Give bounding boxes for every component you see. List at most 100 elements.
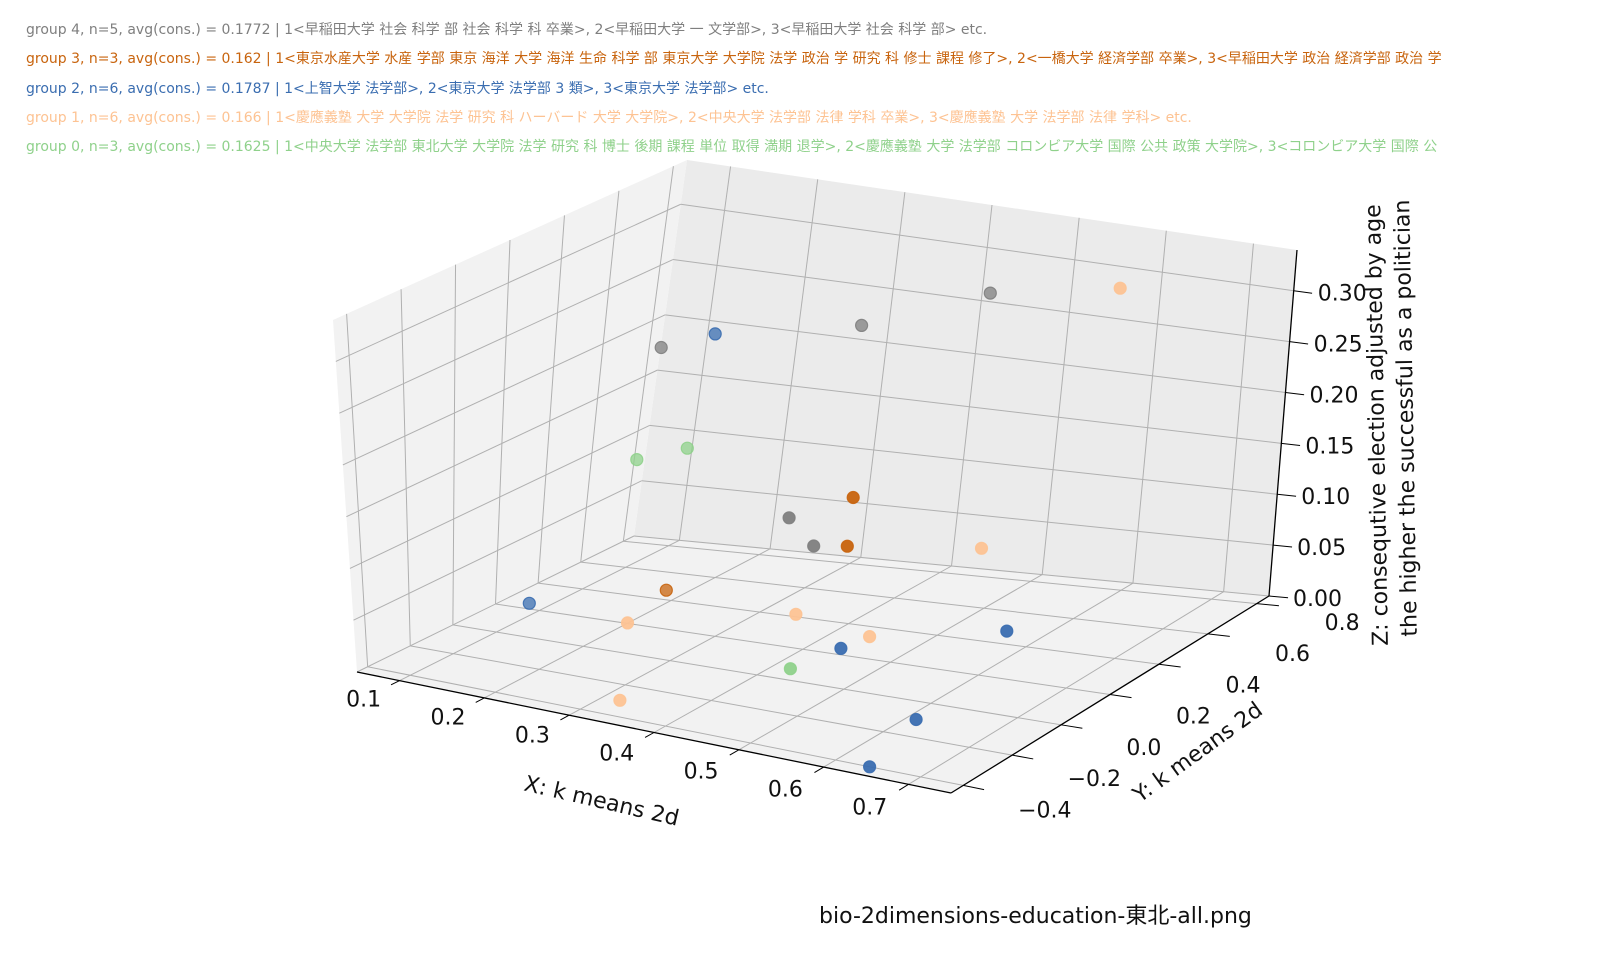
data-point-group-2 bbox=[834, 641, 848, 656]
x-grid-back bbox=[1223, 243, 1254, 592]
z-grid-side bbox=[339, 259, 674, 414]
z-axis-label-line-2: the higher the successful as a politicia… bbox=[1390, 199, 1423, 636]
x-grid-back bbox=[1132, 230, 1167, 584]
x-tick-label: 0.4 bbox=[599, 742, 634, 767]
x-tick bbox=[644, 732, 655, 738]
back-pane bbox=[634, 160, 1297, 596]
z-grid-back bbox=[641, 480, 1274, 546]
data-point-group-1 bbox=[620, 616, 635, 630]
y-grid-side bbox=[495, 239, 511, 605]
data-point-group-0 bbox=[783, 662, 798, 676]
x-grid-back bbox=[860, 192, 906, 558]
z-tick-label: 0.00 bbox=[1293, 587, 1342, 612]
x-grid-back bbox=[951, 204, 993, 567]
z-axis-line bbox=[1268, 249, 1298, 597]
tick-labels: 0.1 0.2 0.3 0.4 0.5 0.6 0.7 −0.4 −0.20.0 0.2 0.4 0.… bbox=[346, 282, 1367, 824]
data-point-group-4 bbox=[854, 318, 869, 332]
z-tick-label: 0.10 bbox=[1301, 485, 1350, 510]
y-tick bbox=[1256, 603, 1279, 607]
data-point-group-3 bbox=[840, 539, 854, 553]
data-point-group-4 bbox=[807, 539, 821, 553]
z-tick bbox=[1281, 442, 1301, 447]
y-tick-label: 0.6 bbox=[1275, 642, 1310, 667]
y-tick-label: −0.2 bbox=[1068, 767, 1121, 792]
z-grid-side bbox=[342, 314, 666, 466]
data-point-group-0 bbox=[680, 441, 694, 455]
y-tick bbox=[1158, 663, 1181, 668]
z-tick-label: 0.25 bbox=[1314, 333, 1363, 358]
x-tick-label: 0.5 bbox=[684, 760, 719, 785]
side-pane bbox=[333, 160, 687, 672]
z-tick bbox=[1273, 544, 1293, 548]
y-grid-floor bbox=[538, 582, 1159, 665]
legend-group-0: group 0, n=3, avg(cons.) = 0.1625 | 1<中央… bbox=[26, 139, 1438, 156]
y-tick bbox=[1060, 724, 1083, 729]
axis-panes bbox=[333, 160, 1297, 793]
z-tick bbox=[1289, 341, 1309, 345]
x-tick bbox=[390, 680, 400, 686]
z-grid-side bbox=[346, 369, 658, 518]
y-tick bbox=[1109, 694, 1132, 699]
z-grid-back bbox=[672, 259, 1290, 343]
data-point-group-4 bbox=[983, 286, 997, 300]
z-grid-back bbox=[649, 424, 1278, 495]
z-tick bbox=[1277, 493, 1297, 497]
z-axis-label-line-1: Z: consequtive election adjusted by age bbox=[1361, 204, 1394, 646]
y-grid-side bbox=[452, 264, 457, 625]
z-tick bbox=[1293, 290, 1313, 294]
y-grid-side bbox=[400, 289, 411, 646]
y-tick-label: 0.2 bbox=[1176, 705, 1211, 730]
y-tick bbox=[963, 784, 985, 791]
y-grid-side bbox=[346, 313, 369, 667]
x-tick bbox=[898, 783, 909, 791]
x-tick bbox=[814, 766, 824, 774]
data-point-group-3 bbox=[846, 490, 860, 505]
data-point-group-2 bbox=[909, 712, 923, 727]
data-point-group-1 bbox=[1113, 281, 1127, 295]
data-points bbox=[522, 281, 1127, 774]
data-point-group-1 bbox=[789, 607, 803, 621]
y-grid-floor bbox=[580, 561, 1208, 635]
x-grid-back bbox=[1041, 217, 1080, 575]
x-grid-back bbox=[678, 166, 732, 541]
floor-pane bbox=[357, 536, 1269, 793]
z-tick-label: 0.30 bbox=[1318, 282, 1367, 307]
y-tick-label: 0.8 bbox=[1325, 611, 1360, 636]
z-grid-side bbox=[349, 424, 650, 569]
z-grid-back bbox=[680, 203, 1294, 292]
x-tick bbox=[729, 749, 740, 756]
x-tick bbox=[560, 714, 570, 721]
y-tick-label: 0.4 bbox=[1226, 673, 1261, 698]
legend-group-2: group 2, n=6, avg(cons.) = 0.1787 | 1<上智… bbox=[26, 80, 769, 97]
z-grid-back bbox=[657, 369, 1282, 444]
x-grid-back bbox=[769, 179, 819, 549]
x-tick-label: 0.3 bbox=[515, 724, 550, 749]
y-grid-side bbox=[622, 166, 674, 542]
legend-group-3: group 3, n=3, avg(cons.) = 0.162 | 1<東京水… bbox=[26, 51, 1442, 68]
data-point-group-2 bbox=[862, 760, 877, 774]
x-tick-label: 0.2 bbox=[430, 706, 465, 731]
y-grid-floor bbox=[452, 624, 1062, 726]
z-tick-label: 0.20 bbox=[1309, 383, 1358, 408]
data-point-group-2 bbox=[1000, 624, 1014, 638]
filename-caption: bio-2dimensions-education-東北-all.png bbox=[819, 904, 1252, 929]
data-point-group-2 bbox=[522, 596, 536, 610]
x-tick-label: 0.6 bbox=[768, 778, 803, 803]
data-point-group-0 bbox=[630, 453, 644, 467]
x-axis-label: X: k means 2d bbox=[522, 772, 682, 832]
y-tick bbox=[1207, 633, 1230, 637]
axis-lines bbox=[356, 249, 1313, 794]
x-tick bbox=[475, 697, 485, 703]
data-point-group-4 bbox=[782, 511, 796, 525]
legend-group-4: group 4, n=5, avg(cons.) = 0.1772 | 1<早稲… bbox=[26, 22, 988, 38]
y-tick bbox=[1012, 754, 1034, 760]
x-tick-label: 0.7 bbox=[852, 796, 887, 821]
z-tick-label: 0.15 bbox=[1305, 434, 1354, 459]
y-grid-floor bbox=[410, 645, 1013, 756]
z-grid-side bbox=[353, 480, 643, 621]
y-tick-label: 0.0 bbox=[1126, 736, 1161, 761]
legend: group 4, n=5, avg(cons.) = 0.1772 | 1<早稲… bbox=[26, 16, 1600, 162]
data-point-group-1 bbox=[862, 629, 877, 644]
y-grid-floor bbox=[495, 603, 1111, 695]
